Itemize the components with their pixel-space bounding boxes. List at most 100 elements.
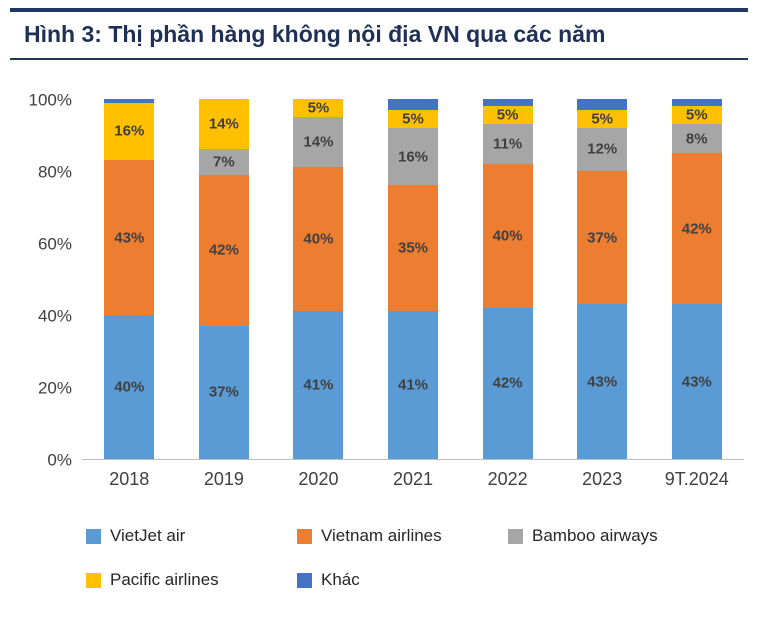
bar-segment-vietnam-airlines: 40% — [482, 163, 533, 308]
plot-row: 0% 20% 40% 60% 80% 100% 40% 43% 16% 37% 42% 7% 14% 4… — [10, 92, 744, 469]
legend-item-pacific-airlines: Pacific airlines — [86, 570, 297, 590]
legend-swatch — [86, 528, 101, 544]
segment-value-label: 35% — [398, 239, 429, 257]
legend: VietJet air Vietnam airlines Bamboo airway… — [86, 526, 744, 590]
legend-item-bamboo-airways: Bamboo airways — [508, 526, 719, 546]
segment-value-label: 7% — [213, 153, 235, 171]
bar-segment-vietnam-airlines: 43% — [104, 160, 155, 315]
bar-segment-bamboo-airways: 12% — [577, 127, 628, 171]
bar-segment-khác — [482, 99, 533, 107]
bar-segment-pacific-airlines: 5% — [671, 106, 722, 125]
bar-segment-bamboo-airways: 11% — [482, 124, 533, 164]
legend-swatch — [297, 572, 312, 588]
legend-row: VietJet air Vietnam airlines Bamboo airway… — [86, 526, 744, 546]
y-axis: 0% 20% 40% 60% 80% 100% — [10, 92, 82, 469]
legend-label: Bamboo airways — [532, 526, 658, 545]
bar-stack: 43% 42% 8% 5% — [671, 99, 722, 459]
x-axis-label: 2021 — [393, 469, 434, 489]
page: Hình 3: Thị phần hàng không nội địa VN q… — [0, 8, 758, 590]
x-axis-label: 2019 — [203, 469, 244, 489]
segment-value-label: 11% — [492, 135, 523, 153]
segment-value-label: 41% — [398, 376, 429, 394]
legend-swatch — [86, 572, 101, 588]
y-tick-label: 40% — [37, 306, 72, 326]
bar-column-2019: 37% 42% 7% 14% — [177, 99, 272, 459]
segment-value-label: 14% — [303, 133, 334, 151]
bar-column-9t.2024: 43% 42% 8% 5% — [649, 99, 744, 459]
bar-segment-pacific-airlines: 5% — [577, 109, 628, 128]
legend-item-vietjet-air: VietJet air — [86, 526, 297, 546]
figure-title: Hình 3: Thị phần hàng không nội địa VN q… — [24, 21, 606, 47]
bar-segment-pacific-airlines: 14% — [198, 99, 249, 150]
segment-value-label: 43% — [114, 229, 145, 247]
bar-segment-vietjet-air: 41% — [293, 311, 344, 459]
bar-stack: 43% 37% 12% 5% — [577, 99, 628, 459]
x-axis: 2018 2019 2020 2021 2022 2023 9T.2024 — [82, 460, 744, 490]
bar-segment-vietjet-air: 43% — [577, 304, 628, 459]
segment-value-label: 5% — [685, 106, 708, 124]
segment-value-label: 8% — [685, 130, 708, 148]
x-axis-label: 2020 — [298, 469, 339, 489]
x-axis-label: 2022 — [487, 469, 528, 489]
y-tick-label: 100% — [28, 90, 72, 110]
legend-label: Pacific airlines — [110, 570, 219, 589]
bar-column-2023: 43% 37% 12% 5% — [555, 99, 650, 459]
segment-value-label: 40% — [114, 378, 145, 396]
bar-column-2022: 42% 40% 11% 5% — [460, 99, 555, 459]
x-axis-label: 2023 — [582, 469, 623, 489]
segment-value-label: 41% — [303, 376, 334, 394]
bar-segment-bamboo-airways: 14% — [293, 117, 344, 168]
bar-segment-vietnam-airlines: 40% — [293, 167, 344, 312]
segment-value-label: 5% — [496, 106, 519, 124]
legend-row: Pacific airlines Khác — [86, 570, 744, 590]
bar-segment-bamboo-airways: 8% — [671, 124, 722, 153]
bar-segment-pacific-airlines: 5% — [293, 99, 344, 117]
plot-area: 40% 43% 16% 37% 42% 7% 14% 41% 40% 14% 5% 41% 35% 16%… — [82, 99, 744, 460]
y-tick-label: 60% — [37, 234, 72, 254]
legend-label: Khác — [321, 570, 360, 589]
segment-value-label: 5% — [402, 110, 424, 128]
bar-segment-khác — [104, 99, 155, 103]
segment-value-label: 5% — [591, 110, 614, 128]
segment-value-label: 40% — [492, 227, 523, 245]
bar-column-2018: 40% 43% 16% — [82, 99, 177, 459]
bar-segment-pacific-airlines: 5% — [482, 106, 533, 125]
bar-segment-khác — [577, 99, 628, 110]
y-tick-label: 80% — [37, 162, 72, 182]
legend-label: VietJet air — [110, 526, 186, 545]
segment-value-label: 14% — [208, 115, 239, 133]
bar-stack: 41% 35% 16% 5% — [388, 99, 439, 459]
legend-label: Vietnam airlines — [321, 526, 442, 545]
bar-segment-vietnam-airlines: 42% — [198, 174, 249, 326]
segment-value-label: 42% — [492, 374, 523, 392]
legend-item-vietnam-airlines: Vietnam airlines — [297, 526, 508, 546]
bar-column-2021: 41% 35% 16% 5% — [366, 99, 461, 459]
bar-segment-khác — [671, 99, 722, 107]
x-axis-label: 2018 — [109, 469, 150, 489]
bar-segment-vietjet-air: 43% — [671, 304, 722, 459]
bar-segment-khác — [388, 99, 439, 110]
legend-swatch — [508, 528, 523, 544]
bar-segment-vietjet-air: 40% — [104, 315, 155, 459]
bar-stack: 42% 40% 11% 5% — [482, 99, 533, 459]
segment-value-label: 37% — [208, 383, 239, 401]
segment-value-label: 37% — [587, 229, 618, 247]
segment-value-label: 43% — [681, 373, 712, 391]
segment-value-label: 12% — [587, 140, 618, 158]
bar-segment-bamboo-airways: 16% — [388, 127, 439, 186]
bar-segment-bamboo-airways: 7% — [198, 149, 249, 175]
segment-value-label: 42% — [208, 241, 239, 259]
segment-value-label: 16% — [114, 122, 145, 140]
segment-value-label: 5% — [307, 99, 330, 117]
bar-segment-vietnam-airlines: 35% — [388, 185, 439, 312]
bar-segment-pacific-airlines: 16% — [104, 102, 155, 161]
bar-segment-vietjet-air: 42% — [482, 307, 533, 459]
bar-stack: 41% 40% 14% 5% — [293, 99, 344, 459]
bar-stack: 37% 42% 7% 14% — [198, 99, 249, 459]
bar-segment-pacific-airlines: 5% — [388, 109, 439, 128]
segment-value-label: 43% — [587, 373, 618, 391]
bar-column-2020: 41% 40% 14% 5% — [271, 99, 366, 459]
bar-segment-vietnam-airlines: 42% — [671, 153, 722, 305]
bar-segment-vietjet-air: 37% — [198, 325, 249, 459]
bar-stack: 40% 43% 16% — [104, 99, 155, 459]
